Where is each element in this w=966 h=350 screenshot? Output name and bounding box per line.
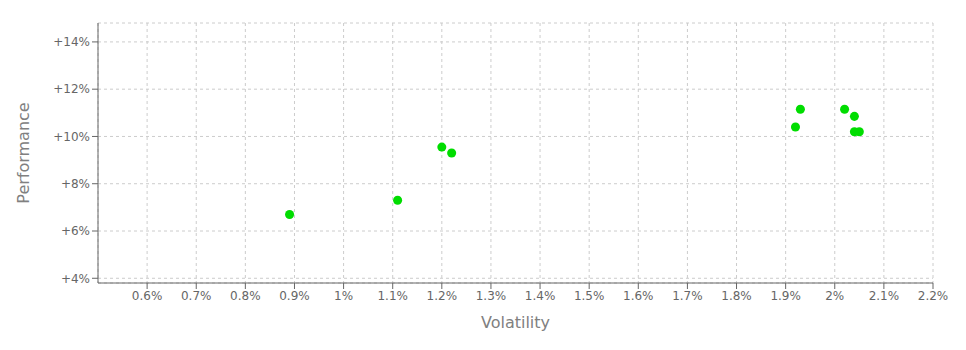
svg-text:1.7%: 1.7% [672,289,703,303]
svg-text:1.9%: 1.9% [770,289,801,303]
svg-text:0.9%: 0.9% [279,289,310,303]
svg-text:Volatility: Volatility [481,313,550,332]
svg-text:+4%: +4% [61,272,90,286]
svg-text:2.2%: 2.2% [918,289,949,303]
svg-text:2.1%: 2.1% [869,289,900,303]
svg-text:1.5%: 1.5% [574,289,605,303]
svg-text:1.4%: 1.4% [525,289,556,303]
svg-text:1.2%: 1.2% [427,289,458,303]
svg-text:+8%: +8% [61,177,90,191]
svg-text:1.3%: 1.3% [476,289,507,303]
svg-text:1.8%: 1.8% [721,289,752,303]
svg-text:2%: 2% [825,289,844,303]
svg-text:Performance: Performance [14,102,33,203]
svg-text:+14%: +14% [53,35,90,49]
svg-text:+12%: +12% [53,82,90,96]
svg-text:1.6%: 1.6% [623,289,654,303]
svg-text:1%: 1% [334,289,353,303]
svg-text:0.7%: 0.7% [181,289,212,303]
svg-text:0.6%: 0.6% [132,289,163,303]
svg-text:+6%: +6% [61,224,90,238]
svg-text:0.8%: 0.8% [230,289,261,303]
svg-text:+10%: +10% [53,130,90,144]
svg-text:1.1%: 1.1% [377,289,408,303]
